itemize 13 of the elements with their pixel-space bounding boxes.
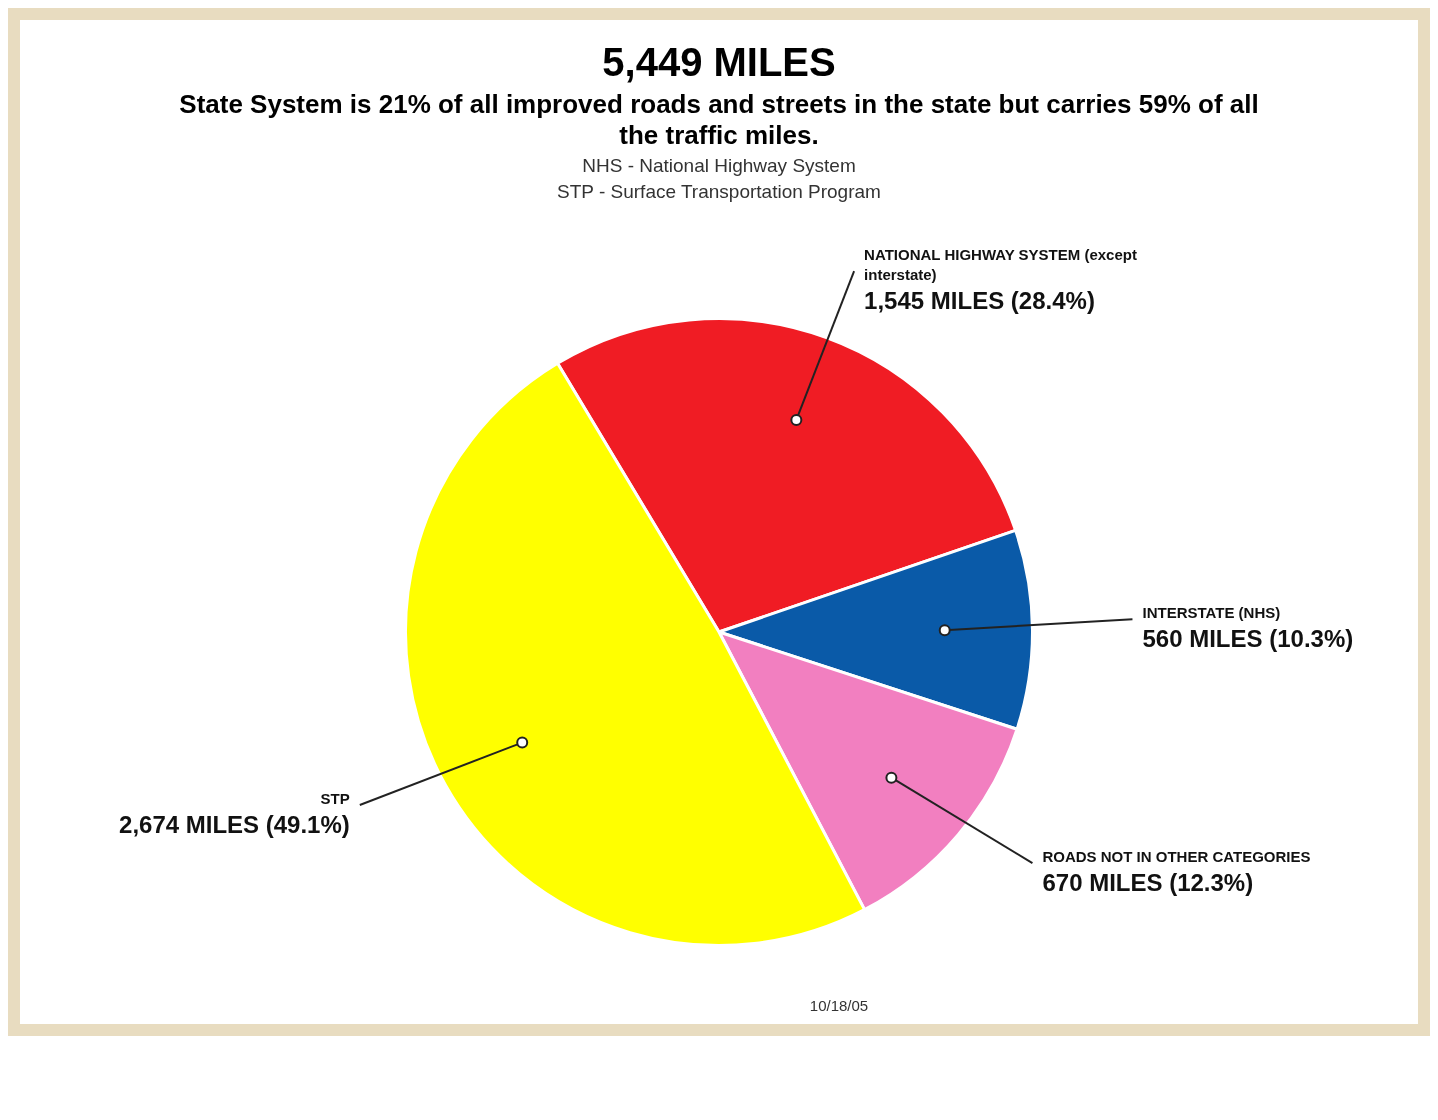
slice-label: STP xyxy=(320,790,350,808)
data-label: 560 MILES (10.3%) xyxy=(1142,624,1354,652)
slice-label: ROADS NOT IN OTHER CATEGORIES xyxy=(1042,848,1311,866)
text: STP - Surface Transportation Program xyxy=(556,181,882,203)
chart-title: 5,449 MILES xyxy=(601,40,837,85)
data-label: 670 MILES (12.3%) xyxy=(1042,868,1254,896)
data-label: 1,545 MILES (28.4%) xyxy=(864,286,1095,314)
text: 10/18/05 xyxy=(808,997,870,1016)
slice-label: NATIONAL HIGHWAY SYSTEM (except interstate) xyxy=(864,246,1137,284)
slice-label: INTERSTATE (NHS) xyxy=(1142,604,1281,622)
data-label: 2,674 MILES (49.1%) xyxy=(119,810,350,838)
text: NHS - National Highway System xyxy=(581,155,857,177)
chart-subtitle: State System is 21% of all improved roads and streets in the state but carries 59% of all the traffic miles. xyxy=(178,89,1260,151)
